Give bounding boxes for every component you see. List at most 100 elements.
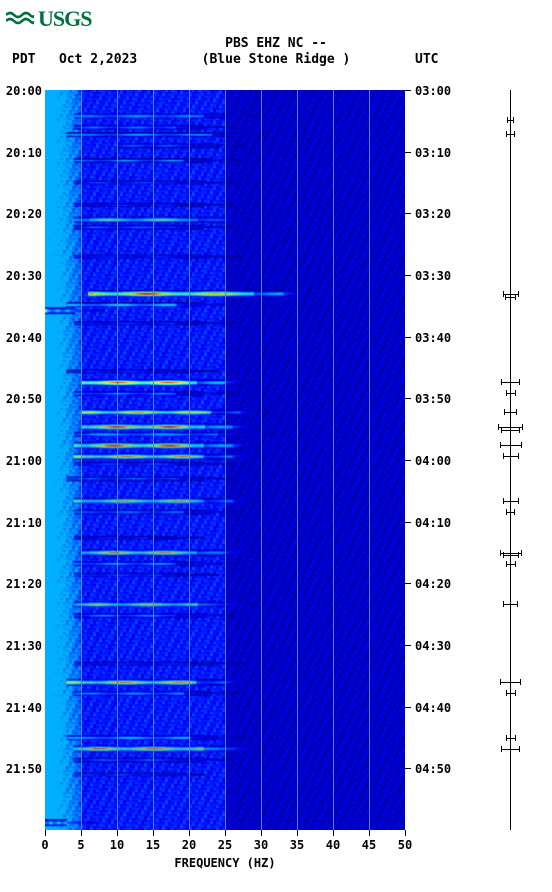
wave-icon [6, 9, 34, 29]
amp-event-end [506, 131, 507, 137]
amp-event-end [501, 379, 502, 385]
x-axis-title: FREQUENCY (HZ) [45, 856, 405, 870]
amp-event [503, 555, 518, 556]
x-tick-label: 20 [182, 838, 196, 852]
amp-event-end [520, 679, 521, 685]
amp-event-end [506, 509, 507, 515]
y-tick [405, 398, 411, 399]
x-tick [369, 830, 370, 836]
amp-event-end [517, 601, 518, 607]
x-tick-label: 45 [362, 838, 376, 852]
x-tick [333, 830, 334, 836]
amp-event [501, 430, 519, 431]
y-left-label: 20:20 [2, 207, 42, 221]
y-left-label: 21:30 [2, 639, 42, 653]
y-right-label: 03:40 [415, 331, 451, 345]
y-right-label: 04:50 [415, 762, 451, 776]
x-tick [261, 830, 262, 836]
y-right-label: 03:10 [415, 146, 451, 160]
y-right-label: 03:00 [415, 84, 451, 98]
amp-event-end [506, 561, 507, 567]
amp-event [506, 134, 513, 135]
x-tick-label: 35 [290, 838, 304, 852]
y-right-label: 04:40 [415, 701, 451, 715]
amp-event-end [522, 424, 523, 430]
x-tick [45, 830, 46, 836]
amp-event-end [504, 409, 505, 415]
amp-event [503, 604, 516, 605]
x-axis: FREQUENCY (HZ) 05101520253035404550 [45, 830, 405, 870]
y-left-label: 21:20 [2, 577, 42, 591]
amp-event-end [507, 117, 508, 123]
amp-event [503, 456, 518, 457]
amp-event-end [503, 291, 504, 297]
amp-event [501, 382, 519, 383]
amp-event-end [515, 561, 516, 567]
y-tick [405, 275, 411, 276]
x-tick-label: 40 [326, 838, 340, 852]
y-right-label: 04:10 [415, 516, 451, 530]
x-tick [405, 830, 406, 836]
y-right-label: 03:50 [415, 392, 451, 406]
y-left-label: 21:40 [2, 701, 42, 715]
amp-axis-line [510, 90, 511, 830]
y-left-label: 20:10 [2, 146, 42, 160]
y-right-label: 04:30 [415, 639, 451, 653]
amp-event [503, 501, 518, 502]
x-tick [297, 830, 298, 836]
amp-event [500, 682, 519, 683]
y-left-label: 21:00 [2, 454, 42, 468]
y-tick [405, 645, 411, 646]
amp-event [506, 393, 515, 394]
x-tick-label: 0 [41, 838, 48, 852]
amp-event-end [500, 550, 501, 556]
amp-event-end [503, 453, 504, 459]
amp-event [501, 749, 519, 750]
x-tick-label: 25 [218, 838, 232, 852]
amp-event [506, 512, 513, 513]
y-right-label: 04:00 [415, 454, 451, 468]
y-left-label: 20:40 [2, 331, 42, 345]
amp-event-end [519, 746, 520, 752]
y-tick [405, 707, 411, 708]
y-right-label: 04:20 [415, 577, 451, 591]
y-left-label: 20:00 [2, 84, 42, 98]
amp-event [506, 564, 515, 565]
x-tick-label: 30 [254, 838, 268, 852]
y-right-label: 03:20 [415, 207, 451, 221]
y-tick [405, 522, 411, 523]
y-tick [405, 460, 411, 461]
amp-event-end [501, 746, 502, 752]
amp-event-end [519, 427, 520, 433]
amp-event-end [501, 427, 502, 433]
amp-event-end [519, 379, 520, 385]
usgs-logo: USGS [6, 6, 91, 32]
amp-event [505, 297, 516, 298]
utc-label: UTC [415, 52, 438, 67]
amp-event-end [514, 509, 515, 515]
amp-event [506, 693, 515, 694]
amp-event-end [518, 498, 519, 504]
amp-event-end [500, 442, 501, 448]
amplitude-strip [480, 90, 540, 830]
amp-event-end [513, 117, 514, 123]
x-tick [225, 830, 226, 836]
y-tick [405, 768, 411, 769]
amp-event-end [516, 409, 517, 415]
x-tick [81, 830, 82, 836]
amp-event-end [515, 390, 516, 396]
amp-event [504, 412, 516, 413]
x-tick-label: 5 [77, 838, 84, 852]
x-tick [153, 830, 154, 836]
amp-event-end [521, 550, 522, 556]
y-left-label: 21:10 [2, 516, 42, 530]
amp-event-end [521, 442, 522, 448]
y-tick [405, 213, 411, 214]
amp-event-end [518, 291, 519, 297]
logo-text: USGS [38, 6, 91, 32]
amp-event-end [503, 498, 504, 504]
amp-event-end [506, 390, 507, 396]
y-tick [405, 337, 411, 338]
spectrogram-plot [45, 90, 405, 830]
y-left-label: 20:50 [2, 392, 42, 406]
